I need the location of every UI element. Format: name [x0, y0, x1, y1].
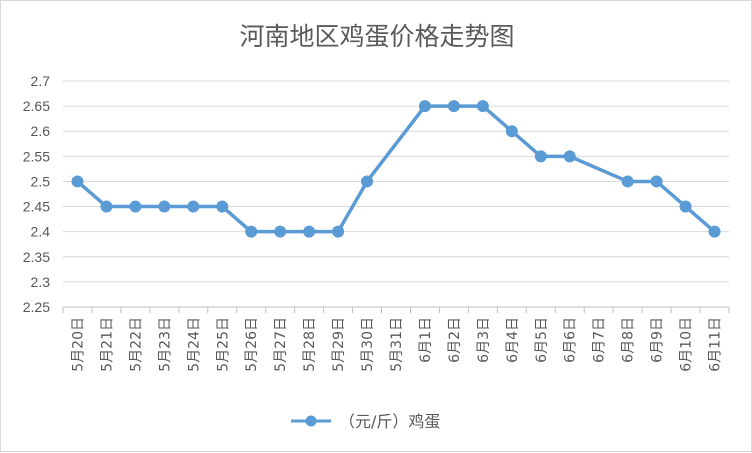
y-axis-ticks: 2.7 2.65 2.6 2.55 2.5 2.45 2.4 2.35 2.3 2.25	[23, 73, 50, 315]
x-tick-label: 5月31日	[389, 317, 405, 372]
data-point	[187, 200, 200, 213]
data-point	[100, 200, 113, 213]
x-tick-label: 5月24日	[186, 317, 202, 372]
chart-title: 河南地区鸡蛋价格走势图	[239, 22, 514, 51]
x-tick-label: 5月26日	[244, 317, 260, 372]
data-point	[71, 175, 84, 188]
x-tick-label: 5月20日	[70, 317, 86, 372]
x-tick-label: 6月8日	[621, 317, 637, 363]
x-tick-label: 6月3日	[476, 317, 492, 363]
x-tick-label: 6月9日	[650, 317, 666, 363]
y-tick-label: 2.65	[23, 98, 50, 114]
y-tick-label: 2.7	[31, 73, 51, 89]
x-tick-label: 5月27日	[273, 317, 289, 372]
x-tick-label: 6月6日	[563, 317, 579, 363]
x-tick-label: 6月10日	[679, 317, 695, 372]
x-axis-ticks: 5月20日 5月21日 5月22日 5月23日 5月24日 5月25日 5月26日 5月27日…	[62, 307, 730, 372]
data-point	[216, 200, 229, 213]
data-point	[621, 175, 634, 188]
x-tick-label: 6月1日	[418, 317, 434, 363]
data-point	[332, 225, 345, 238]
x-tick-label: 5月29日	[331, 317, 347, 372]
data-point	[158, 200, 171, 213]
x-tick-label: 5月22日	[128, 317, 144, 372]
data-point	[708, 225, 721, 238]
data-point	[476, 100, 489, 113]
y-tick-label: 2.45	[23, 199, 50, 215]
data-point	[563, 150, 576, 163]
y-tick-label: 2.3	[31, 274, 51, 290]
gridlines	[63, 80, 729, 308]
x-tick-label: 6月7日	[592, 317, 608, 363]
data-point	[447, 100, 460, 113]
legend-marker	[305, 415, 317, 427]
x-tick-label: 5月25日	[215, 317, 231, 372]
data-point	[534, 150, 547, 163]
series-line	[76, 104, 716, 234]
data-point	[418, 100, 431, 113]
y-tick-label: 2.5	[31, 173, 51, 189]
y-tick-label: 2.6	[31, 123, 51, 139]
x-tick-label: 5月28日	[302, 317, 318, 372]
y-tick-label: 2.25	[23, 299, 50, 315]
x-tick-label: 6月4日	[505, 317, 521, 363]
data-point	[245, 225, 258, 238]
data-point	[505, 125, 518, 138]
data-point	[303, 225, 316, 238]
x-tick-label: 5月30日	[360, 317, 376, 372]
data-point	[361, 175, 374, 188]
x-tick-label: 6月11日	[708, 317, 724, 372]
legend: （元/斤）鸡蛋	[291, 412, 440, 431]
data-point	[129, 200, 142, 213]
data-point	[650, 175, 663, 188]
data-point	[274, 225, 287, 238]
data-point	[679, 200, 692, 213]
legend-label: （元/斤）鸡蛋	[339, 412, 440, 431]
y-tick-label: 2.35	[23, 249, 50, 265]
y-tick-label: 2.4	[31, 224, 51, 240]
x-tick-label: 6月5日	[534, 317, 550, 363]
x-tick-label: 5月23日	[157, 317, 173, 372]
x-tick-label: 6月2日	[447, 317, 463, 363]
y-tick-label: 2.55	[23, 148, 50, 164]
series-layer	[71, 100, 721, 238]
x-tick-label: 5月21日	[99, 317, 115, 372]
